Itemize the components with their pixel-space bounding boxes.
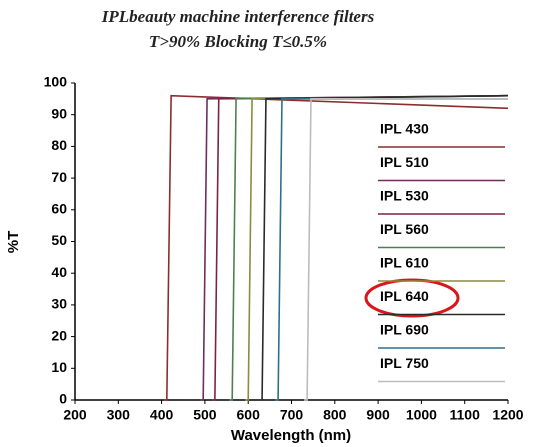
y-tick-label: 50 bbox=[51, 232, 67, 248]
x-tick-label: 1100 bbox=[450, 407, 481, 423]
series-line bbox=[163, 94, 509, 401]
x-tick-label: 1200 bbox=[492, 407, 523, 423]
legend-label: IPL 640 bbox=[380, 288, 429, 304]
legend-label: IPL 530 bbox=[380, 188, 429, 204]
x-tick-label: 300 bbox=[107, 407, 131, 423]
chart-title: IPLbeauty machine interference filters bbox=[101, 7, 375, 26]
x-tick-label: 700 bbox=[280, 407, 304, 423]
x-tick-label: 400 bbox=[150, 407, 174, 423]
series-line bbox=[245, 98, 508, 401]
series-line bbox=[259, 94, 509, 401]
legend-label: IPL 690 bbox=[380, 322, 429, 338]
x-tick-label: 1000 bbox=[406, 407, 437, 423]
y-tick-label: 30 bbox=[51, 296, 67, 312]
x-tick-label: 200 bbox=[63, 407, 87, 423]
y-tick-label: 90 bbox=[51, 105, 67, 121]
x-tick-label: 500 bbox=[193, 407, 217, 423]
y-tick-label: 40 bbox=[51, 264, 67, 280]
y-axis-label: %T bbox=[5, 231, 22, 254]
y-tick-label: 80 bbox=[51, 137, 67, 153]
x-tick-label: 800 bbox=[323, 407, 347, 423]
y-tick-label: 70 bbox=[51, 169, 67, 185]
y-tick-label: 100 bbox=[44, 74, 68, 90]
series-line bbox=[304, 98, 508, 401]
legend-label: IPL 430 bbox=[380, 121, 429, 137]
chart-subtitle: T>90% Blocking T≤0.5% bbox=[149, 32, 327, 51]
legend-label: IPL 510 bbox=[380, 154, 429, 170]
x-tick-label: 600 bbox=[237, 407, 261, 423]
x-tick-label: 900 bbox=[366, 407, 390, 423]
y-tick-label: 10 bbox=[51, 359, 67, 375]
x-axis-label: Wavelength (nm) bbox=[231, 427, 351, 444]
legend-label: IPL 560 bbox=[380, 221, 429, 237]
y-tick-label: 20 bbox=[51, 327, 67, 343]
legend-label: IPL 610 bbox=[380, 255, 429, 271]
legend-label: IPL 750 bbox=[380, 355, 429, 371]
highlight-ellipse bbox=[364, 278, 460, 318]
y-tick-label: 0 bbox=[59, 391, 67, 407]
y-tick-label: 60 bbox=[51, 201, 67, 217]
